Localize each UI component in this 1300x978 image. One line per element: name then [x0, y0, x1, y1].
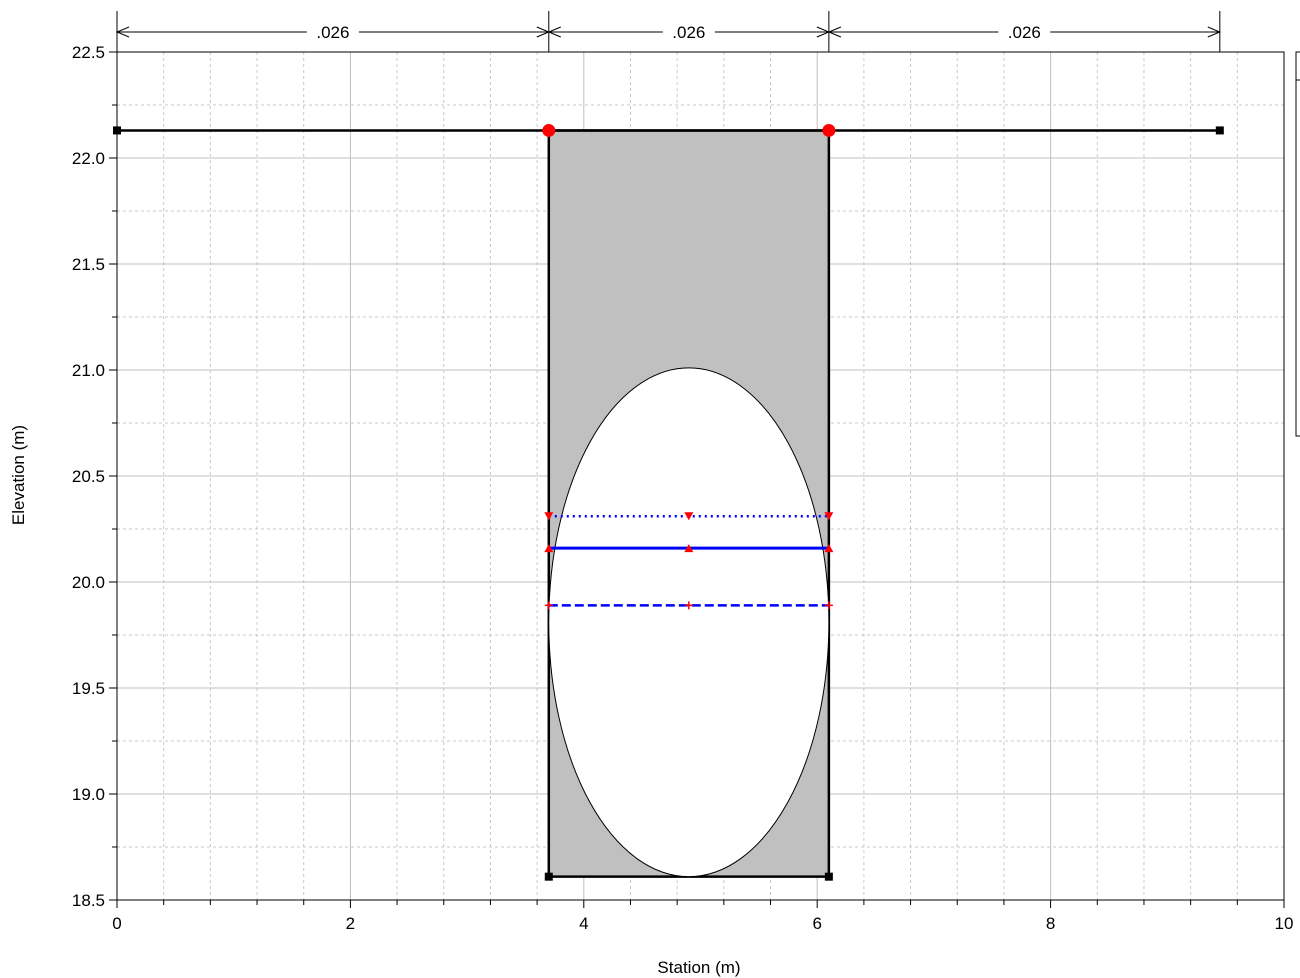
- y-tick-label: 20.5: [72, 467, 105, 486]
- manning-arrow-left: [115, 26, 130, 38]
- ground-point: [1215, 126, 1224, 135]
- y-tick-label: 21.0: [72, 361, 105, 380]
- water-surface-marker: [684, 512, 694, 521]
- water-surface-marker: [824, 512, 834, 521]
- manning-n-label: .026: [316, 23, 349, 42]
- y-tick-label: 18.5: [72, 891, 105, 910]
- water-surface-marker: [684, 544, 694, 553]
- bank-station-marker: [542, 123, 556, 137]
- y-axis-label: Elevation (m): [9, 425, 28, 525]
- water-surface-marker: [824, 601, 833, 610]
- water-surface-marker: [824, 544, 834, 553]
- water-surface-marker: [544, 601, 553, 610]
- culvert-invert-point: [544, 872, 553, 881]
- manning-n-label: .026: [1008, 23, 1041, 42]
- y-tick-label: 20.0: [72, 573, 105, 592]
- x-tick-label: 0: [112, 914, 121, 933]
- y-tick-label: 22.0: [72, 149, 105, 168]
- plot-data: [113, 123, 1224, 881]
- y-tick-label: 22.5: [72, 43, 105, 62]
- y-tick-label: 19.5: [72, 679, 105, 698]
- water-surface-marker: [684, 601, 693, 610]
- legend-frame: [1295, 51, 1300, 437]
- axis-ticks: 0 2 4 6 8 10 18.5 19.0 19.5 20.0 20.5 21.0 21.5 22.0 2…: [72, 43, 1294, 933]
- manning-arrow-left: [547, 26, 561, 38]
- x-axis-label: Station (m): [657, 958, 740, 977]
- x-tick-label: 6: [812, 914, 821, 933]
- x-tick-label: 10: [1275, 914, 1294, 933]
- water-surface-marker: [544, 544, 554, 553]
- manning-n-bar: .026 .026 .026: [115, 11, 1222, 52]
- x-tick-label: 8: [1046, 914, 1055, 933]
- culvert-opening: [548, 367, 830, 878]
- y-tick-label: 19.0: [72, 785, 105, 804]
- manning-arrow-right: [1207, 26, 1222, 38]
- manning-arrow-left: [827, 26, 842, 38]
- bank-station-marker: [822, 123, 836, 137]
- water-surface-marker: [544, 512, 554, 521]
- culvert-invert-point: [824, 872, 833, 881]
- manning-n-label: .026: [672, 23, 705, 42]
- y-tick-label: 21.5: [72, 255, 105, 274]
- legend-box: [1295, 51, 1300, 437]
- x-tick-label: 2: [346, 914, 355, 933]
- x-tick-label: 4: [579, 914, 588, 933]
